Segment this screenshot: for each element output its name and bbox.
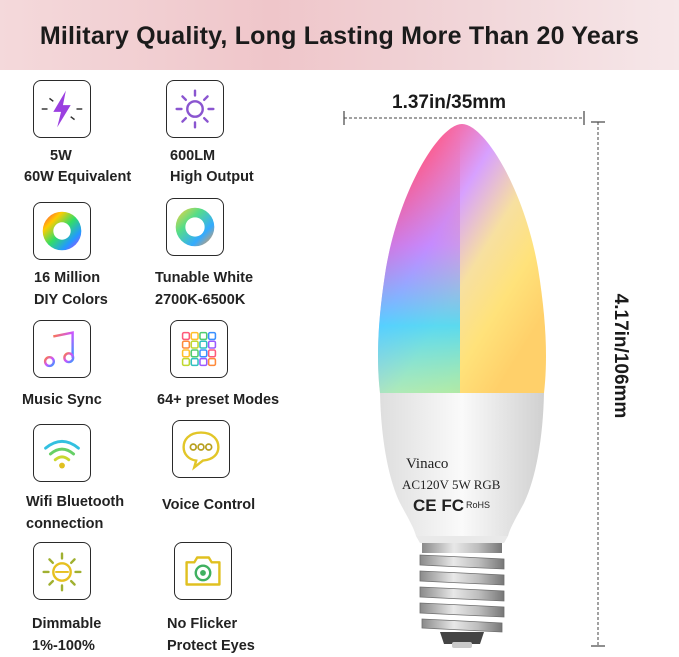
width-dimension-line [343, 111, 585, 125]
led-bulb-image [378, 124, 546, 648]
feature-lumen-line2: High Output [170, 169, 254, 185]
feature-flicker-line2: Protect Eyes [167, 638, 255, 654]
bulb-height-label: 4.17in/106mm [610, 293, 631, 419]
height-dimension-line [591, 121, 605, 647]
sun-brightness-icon [166, 80, 224, 138]
feature-colors-line2: DIY Colors [34, 292, 108, 308]
feature-lumen-line1: 600LM [170, 148, 216, 164]
bulb-rohs: RoHS [466, 500, 491, 510]
feature-music-line1: Music Sync [22, 392, 102, 408]
feature-wifi-line2: connection [26, 516, 104, 532]
feature-modes-line1: 64+ preset Modes [157, 392, 280, 408]
feature-dim-line1: Dimmable [32, 616, 102, 632]
feature-white-line2: 2700K-6500K [155, 292, 246, 308]
bulb-brand: Vinaco [406, 456, 449, 472]
bulb-width-label: 1.37in/35mm [392, 92, 507, 113]
color-wheel-icon [33, 202, 91, 260]
feature-dim-line2: 1%-100% [32, 638, 95, 654]
bulb-spec: AC120V 5W RGB [402, 477, 501, 492]
music-note-icon [33, 320, 91, 378]
wifi-icon [33, 424, 91, 482]
lightning-icon [33, 80, 91, 138]
feature-power-line1: 5W [50, 148, 72, 164]
bulb-cert-marks: CE FC [413, 496, 464, 515]
feature-voice-line1: Voice Control [162, 497, 256, 513]
banner-title: Military Quality, Long Lasting More Than… [39, 22, 640, 50]
speech-bubble-icon [172, 420, 230, 478]
feature-power-line2: 60W Equivalent [24, 169, 132, 185]
camera-icon [174, 542, 232, 600]
feature-flicker-line1: No Flicker [167, 616, 238, 632]
dimmable-sun-icon [33, 542, 91, 600]
feature-colors-line1: 16 Million [34, 270, 101, 286]
feature-white-line1: Tunable White [155, 270, 254, 286]
preset-grid-icon [170, 320, 228, 378]
top-banner [0, 0, 679, 70]
feature-wifi-line1: Wifi Bluetooth [26, 494, 125, 510]
tunable-white-ring-icon [166, 198, 224, 256]
